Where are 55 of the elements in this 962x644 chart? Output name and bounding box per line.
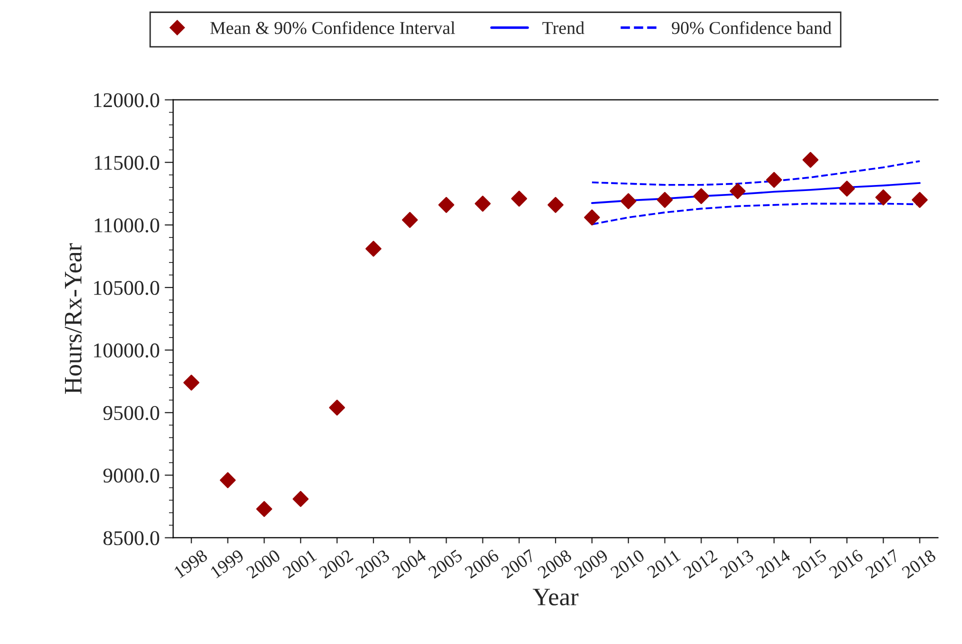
x-tick-label: 2017 [864, 548, 900, 579]
point [584, 209, 600, 226]
x-tick-label: 2008 [537, 548, 572, 579]
x-tick-label: 2016 [828, 548, 864, 579]
point [875, 189, 892, 206]
point [329, 400, 346, 416]
y-tick-label: 12000.0 [94, 93, 160, 108]
point [802, 152, 818, 168]
y-tick-label: 10000.0 [94, 343, 160, 358]
y-tick-label: 9000.0 [103, 468, 160, 483]
x-tick-label: 2013 [719, 548, 754, 579]
point [548, 196, 564, 213]
point [438, 196, 454, 213]
y-axis-title: Hours/Rx-Year [64, 243, 82, 394]
x-tick-label: 2000 [246, 548, 282, 579]
point [365, 240, 382, 257]
x-tick-label: 2005 [428, 548, 464, 579]
x-tick-label: 2006 [464, 548, 500, 579]
point [620, 193, 636, 210]
x-tick-label: 2007 [500, 548, 536, 579]
y-tick-label: 11000.0 [94, 218, 160, 232]
point [912, 192, 928, 208]
point [511, 190, 528, 207]
legend-label: Trend [542, 21, 584, 34]
x-tick-label: 2002 [318, 549, 354, 579]
x-tick-label: 2011 [646, 549, 682, 578]
y-tick-label: 11500.0 [94, 156, 160, 170]
point [474, 196, 491, 212]
x-axis-title: Year [532, 588, 578, 606]
x-tick-label: 2012 [682, 549, 718, 579]
y-tick-label: 9500.0 [103, 406, 160, 420]
x-tick-label: 2018 [901, 548, 937, 579]
point [402, 212, 418, 228]
x-tick-label: 1999 [210, 549, 245, 578]
point [292, 490, 309, 507]
x-tick-label: 2009 [573, 549, 609, 579]
legend-label: Mean & 90% Confidence Interval [210, 21, 456, 34]
point [730, 183, 746, 200]
y-tick-label: 8500.0 [103, 531, 160, 546]
point [256, 500, 272, 517]
x-tick-label: 2010 [610, 548, 646, 579]
x-tick-label: 2014 [756, 548, 792, 579]
legend-label: 90% Confidence band [672, 21, 832, 34]
x-tick-label: 2015 [792, 548, 828, 579]
x-tick-label: 2004 [391, 548, 428, 579]
point [656, 192, 673, 208]
point [766, 172, 782, 188]
point [183, 374, 200, 391]
point [838, 180, 855, 197]
point [220, 472, 236, 488]
x-tick-label: 1998 [173, 548, 208, 578]
x-tick-label: 2001 [282, 549, 318, 579]
point [693, 188, 710, 204]
y-tick-label: 10500.0 [94, 280, 160, 296]
x-tick-label: 2003 [354, 548, 390, 579]
